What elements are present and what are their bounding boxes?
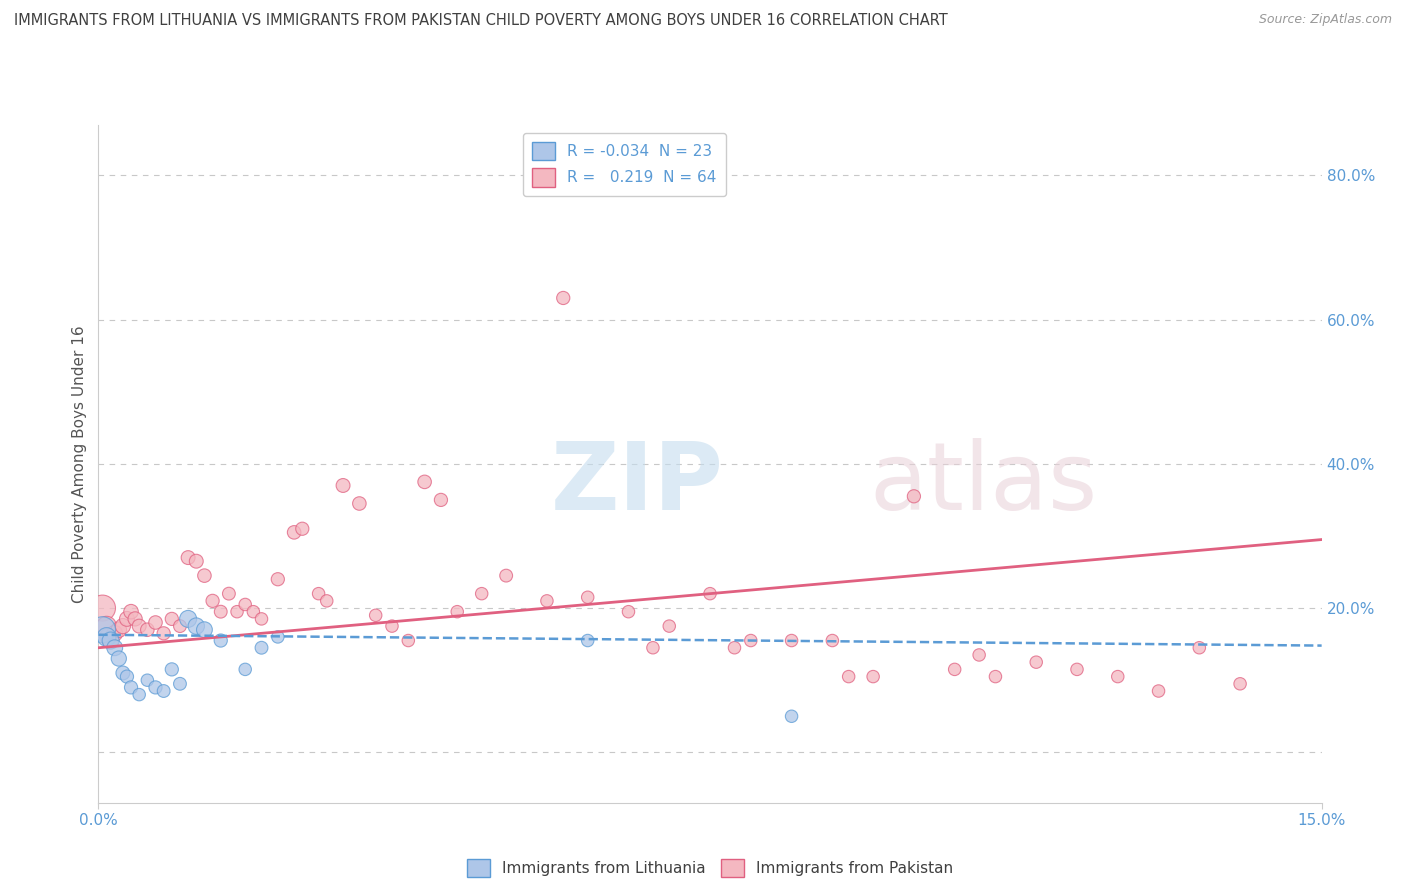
Point xyxy=(104,640,127,655)
Point xyxy=(209,605,232,619)
Point xyxy=(193,623,215,637)
Point xyxy=(315,594,337,608)
Point xyxy=(381,619,404,633)
Point xyxy=(862,670,884,684)
Point xyxy=(177,612,200,626)
Point xyxy=(218,587,240,601)
Point xyxy=(111,665,134,680)
Text: IMMIGRANTS FROM LITHUANIA VS IMMIGRANTS FROM PAKISTAN CHILD POVERTY AMONG BOYS U: IMMIGRANTS FROM LITHUANIA VS IMMIGRANTS … xyxy=(14,13,948,29)
Point xyxy=(984,670,1007,684)
Point xyxy=(283,525,305,540)
Point xyxy=(108,623,131,637)
Point xyxy=(1066,662,1088,676)
Point xyxy=(576,591,599,605)
Point xyxy=(242,605,264,619)
Point xyxy=(430,492,453,507)
Text: Source: ZipAtlas.com: Source: ZipAtlas.com xyxy=(1258,13,1392,27)
Point xyxy=(250,612,273,626)
Text: atlas: atlas xyxy=(869,438,1097,530)
Point xyxy=(115,612,138,626)
Point xyxy=(1229,677,1251,691)
Point xyxy=(152,684,174,698)
Text: ZIP: ZIP xyxy=(551,438,724,530)
Point xyxy=(364,608,387,623)
Point xyxy=(308,587,330,601)
Point xyxy=(471,587,494,601)
Point xyxy=(136,673,159,688)
Point xyxy=(145,681,167,695)
Point xyxy=(104,626,127,640)
Point xyxy=(97,630,120,644)
Point xyxy=(169,677,191,691)
Point xyxy=(780,633,803,648)
Point xyxy=(291,522,314,536)
Point xyxy=(226,605,249,619)
Point xyxy=(446,605,468,619)
Point xyxy=(838,670,860,684)
Legend: Immigrants from Lithuania, Immigrants from Pakistan: Immigrants from Lithuania, Immigrants fr… xyxy=(461,853,959,883)
Point xyxy=(780,709,803,723)
Point xyxy=(233,598,256,612)
Point xyxy=(209,633,232,648)
Point xyxy=(152,626,174,640)
Point xyxy=(120,681,142,695)
Y-axis label: Child Poverty Among Boys Under 16: Child Poverty Among Boys Under 16 xyxy=(72,325,87,603)
Point xyxy=(658,619,681,633)
Point xyxy=(349,496,371,510)
Point xyxy=(120,605,142,619)
Point xyxy=(124,612,146,626)
Point xyxy=(115,670,138,684)
Point xyxy=(413,475,436,489)
Point xyxy=(332,478,354,492)
Point xyxy=(100,633,122,648)
Point xyxy=(1025,655,1047,669)
Point xyxy=(396,633,419,648)
Point xyxy=(91,623,114,637)
Point xyxy=(617,605,640,619)
Point xyxy=(128,619,150,633)
Point xyxy=(96,619,118,633)
Point xyxy=(267,572,290,586)
Point xyxy=(111,619,134,633)
Point xyxy=(128,688,150,702)
Point xyxy=(96,630,118,644)
Point xyxy=(1147,684,1170,698)
Point xyxy=(723,640,745,655)
Point xyxy=(145,615,167,630)
Point xyxy=(160,662,183,676)
Point xyxy=(903,489,925,503)
Point xyxy=(136,623,159,637)
Point xyxy=(233,662,256,676)
Point xyxy=(641,640,664,655)
Point xyxy=(193,568,215,582)
Point xyxy=(553,291,575,305)
Point xyxy=(1107,670,1129,684)
Point xyxy=(250,640,273,655)
Point xyxy=(267,630,290,644)
Point xyxy=(1188,640,1211,655)
Point xyxy=(160,612,183,626)
Point xyxy=(821,633,844,648)
Point xyxy=(108,651,131,665)
Point xyxy=(495,568,517,582)
Point xyxy=(699,587,721,601)
Point xyxy=(100,633,122,648)
Point xyxy=(91,601,114,615)
Point xyxy=(201,594,224,608)
Point xyxy=(536,594,558,608)
Point xyxy=(169,619,191,633)
Point xyxy=(186,554,208,568)
Point xyxy=(177,550,200,565)
Point xyxy=(186,619,208,633)
Point xyxy=(740,633,762,648)
Point xyxy=(576,633,599,648)
Point xyxy=(967,648,990,662)
Point xyxy=(943,662,966,676)
